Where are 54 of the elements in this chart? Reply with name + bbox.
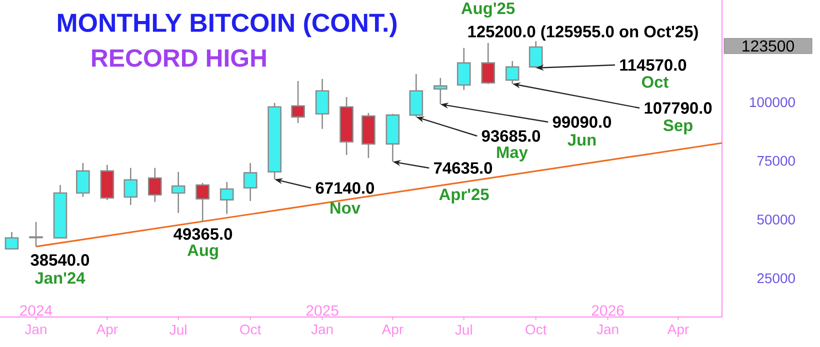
y-tick-label: 25000 (757, 273, 795, 284)
y-tick-label: 100000 (750, 97, 795, 108)
annotation: Sep (663, 120, 692, 134)
text: RECORD HIGH (92, 49, 266, 67)
x-tick-label: Oct (526, 324, 547, 334)
annotation: May (497, 146, 528, 162)
candlestick (76, 162, 90, 198)
annotation: 49365.0 (174, 228, 232, 240)
candlestick (505, 60, 520, 84)
chart-title: MONTHLY BITCOIN (CONT.) (58, 12, 397, 38)
annotation: 99090.0 (552, 116, 612, 128)
x-tick-label: Jul (455, 324, 472, 335)
x2-tick-label: 2024 (20, 305, 52, 316)
x2-tick-label: 2026 (592, 305, 624, 316)
annotation: 107790.0 (644, 102, 712, 114)
y-tick-label: 75000 (757, 156, 795, 166)
x-tick-label: Jan (311, 324, 333, 334)
candlestick (291, 80, 305, 124)
annotation: Jun (568, 134, 596, 146)
candlestick (528, 40, 543, 69)
x-tick-label: Apr (382, 324, 404, 338)
y-tick-label: 50000 (757, 214, 795, 224)
annotation: Oct (642, 76, 668, 88)
candlestick (315, 78, 330, 130)
annotation: 125200.0 (125955.0 on Oct'25) (468, 25, 698, 41)
annotation: Nov (330, 202, 360, 214)
annotation: 114570.0 (620, 59, 686, 71)
candlestick (434, 77, 448, 105)
candlestick (4, 231, 19, 250)
x-tick-label: Jan (596, 324, 618, 334)
annotation: Aug (187, 244, 218, 260)
annotation: Aug'25 (461, 2, 515, 18)
candlestick (124, 167, 138, 206)
x-tick-label: Jul (170, 324, 186, 335)
annotation: 93685.0 (482, 130, 540, 142)
annotation: 74635.0 (434, 162, 492, 174)
candlestick (29, 221, 43, 248)
candlestick (171, 171, 186, 214)
x2-tick-label: 2025 (306, 305, 338, 316)
annotation: 67140.0 (316, 182, 374, 194)
candlestick (148, 167, 162, 203)
candlestick (196, 182, 210, 222)
text: 123500 (742, 40, 794, 52)
x-tick-label: Oct (240, 324, 262, 334)
candlestick (456, 47, 471, 91)
candlestick (220, 181, 234, 215)
candlestick (243, 162, 258, 202)
x-tick-label: Jan (24, 324, 46, 334)
annotation: 38540.0 (30, 254, 90, 266)
x-tick-label: Apr (667, 324, 689, 338)
x-tick-label: Apr (96, 324, 118, 338)
candlestick (481, 42, 496, 85)
annotation: Apr'25 (439, 188, 489, 204)
annotation: Jan'24 (34, 272, 86, 284)
